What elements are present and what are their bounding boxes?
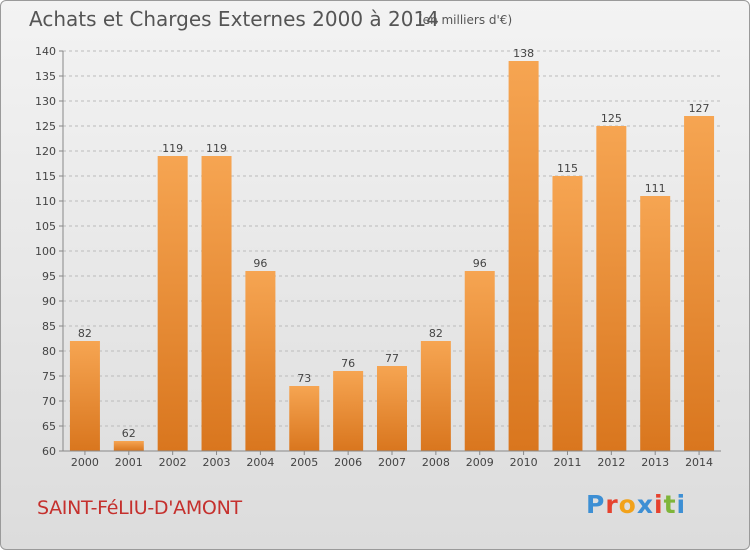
logo-letter: P	[586, 490, 606, 519]
bar	[113, 441, 144, 451]
x-tick-label: 2013	[641, 456, 669, 469]
bar	[201, 156, 232, 451]
y-tick-label: 105	[35, 220, 56, 233]
y-tick-label: 60	[42, 445, 56, 458]
data-label: 76	[341, 357, 355, 370]
x-tick-label: 2012	[597, 456, 625, 469]
logo-letter: i	[654, 490, 664, 519]
bar	[684, 116, 715, 451]
bar	[640, 196, 671, 451]
proxiti-logo[interactable]: Proxiti	[586, 490, 686, 519]
y-tick-label: 70	[42, 395, 56, 408]
data-label: 115	[557, 162, 578, 175]
data-label: 119	[206, 142, 227, 155]
bar	[596, 126, 627, 451]
data-label: 96	[473, 257, 487, 270]
bar	[552, 176, 583, 451]
y-tick-label: 140	[35, 45, 56, 58]
bar	[157, 156, 188, 451]
data-label: 73	[297, 372, 311, 385]
data-label: 125	[601, 112, 622, 125]
logo-letter: i	[676, 490, 687, 519]
data-label: 82	[78, 327, 92, 340]
x-tick-label: 2005	[290, 456, 318, 469]
y-tick-label: 100	[35, 245, 56, 258]
bars: 82 62 119 119 96 73 76 77 82 96 138 115 125 111 127	[69, 47, 715, 451]
x-tick-label: 2001	[115, 456, 143, 469]
bar	[464, 271, 495, 451]
y-tick-label: 65	[42, 420, 56, 433]
data-label: 82	[429, 327, 443, 340]
y-tick-label: 75	[42, 370, 56, 383]
y-tick-label: 125	[35, 120, 56, 133]
x-tick-label: 2010	[510, 456, 538, 469]
y-tick-label: 115	[35, 170, 56, 183]
x-tick-label: 2002	[159, 456, 187, 469]
logo-letter: r	[605, 490, 619, 519]
bar	[69, 341, 100, 451]
y-tick-label: 80	[42, 345, 56, 358]
bar	[420, 341, 451, 451]
y-tick-label: 90	[42, 295, 56, 308]
commune-name: SAINT-FéLIU-D'AMONT	[37, 497, 242, 519]
y-tick-label: 130	[35, 95, 56, 108]
data-label: 119	[162, 142, 183, 155]
x-axis: 2000 2001 2002 2003 2004 2005 2006 2007 2008 2009…	[63, 450, 721, 469]
x-tick-label: 2000	[71, 456, 99, 469]
data-label: 111	[645, 182, 666, 195]
x-tick-label: 2003	[203, 456, 231, 469]
logo-letter: o	[618, 490, 637, 519]
bar	[245, 271, 276, 451]
x-tick-label: 2014	[685, 456, 713, 469]
x-tick-label: 2004	[246, 456, 274, 469]
y-tick-label: 110	[35, 195, 56, 208]
x-tick-label: 2011	[553, 456, 581, 469]
logo-letter: x	[636, 490, 654, 519]
chart-subtitle: (en milliers d'€)	[418, 13, 513, 27]
y-tick-label: 120	[35, 145, 56, 158]
bar	[289, 386, 320, 451]
y-tick-label: 95	[42, 270, 56, 283]
x-tick-label: 2009	[466, 456, 494, 469]
x-tick-label: 2008	[422, 456, 450, 469]
data-label: 77	[385, 352, 399, 365]
data-label: 127	[689, 102, 710, 115]
chart-title: Achats et Charges Externes 2000 à 2014	[29, 7, 439, 31]
logo-letter: t	[663, 490, 677, 519]
data-label: 138	[513, 47, 534, 60]
bar	[377, 366, 407, 451]
bar	[333, 371, 364, 451]
bar	[508, 61, 539, 451]
x-tick-label: 2006	[334, 456, 362, 469]
x-tick-label: 2007	[378, 456, 406, 469]
data-label: 96	[253, 257, 267, 270]
y-tick-label: 85	[42, 320, 56, 333]
y-axis: 60 65 70 75 80 85 90 95 100 105 110 115 120 125 130 135…	[35, 45, 64, 458]
y-tick-label: 135	[35, 70, 56, 83]
data-label: 62	[122, 427, 136, 440]
